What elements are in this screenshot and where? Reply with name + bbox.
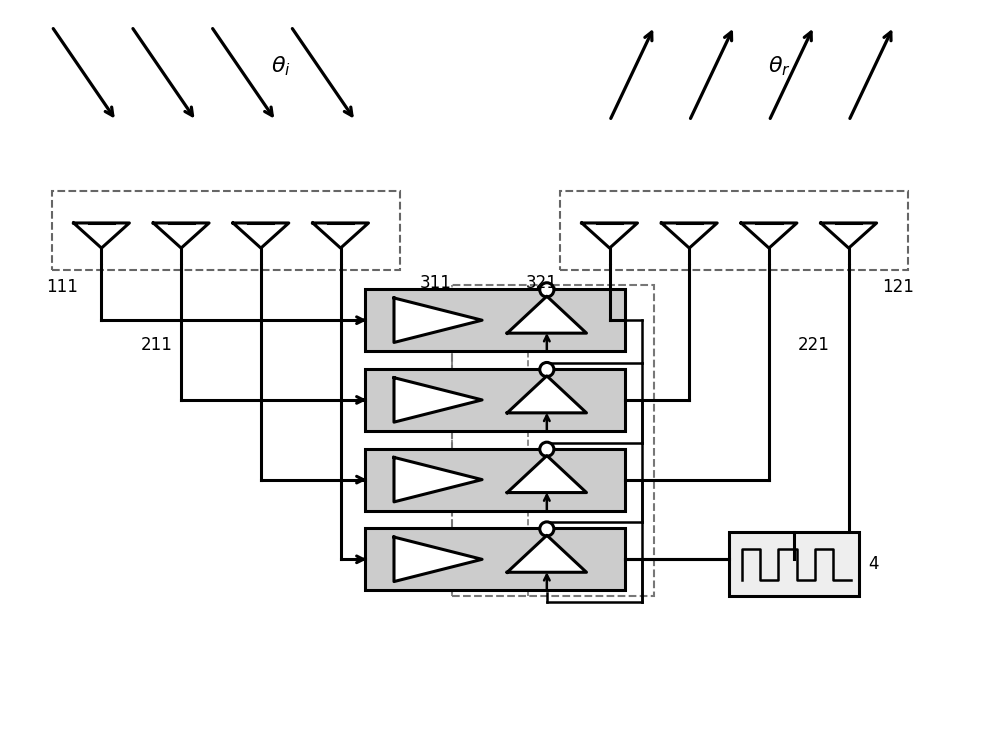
Circle shape xyxy=(540,362,554,377)
Polygon shape xyxy=(394,378,482,422)
Text: 321: 321 xyxy=(526,274,558,292)
FancyBboxPatch shape xyxy=(365,448,625,510)
Polygon shape xyxy=(394,458,482,502)
Text: 4: 4 xyxy=(868,556,879,573)
Polygon shape xyxy=(507,296,586,333)
Circle shape xyxy=(540,442,554,456)
Text: 221: 221 xyxy=(798,336,830,354)
FancyBboxPatch shape xyxy=(729,532,859,596)
Polygon shape xyxy=(507,376,586,413)
Polygon shape xyxy=(507,535,586,572)
Polygon shape xyxy=(394,537,482,581)
Circle shape xyxy=(540,522,554,536)
FancyBboxPatch shape xyxy=(365,289,625,351)
Text: $\theta_i$: $\theta_i$ xyxy=(271,54,291,78)
Text: $\theta_r$: $\theta_r$ xyxy=(768,54,790,78)
Circle shape xyxy=(540,283,554,297)
FancyBboxPatch shape xyxy=(365,528,625,590)
Text: 311: 311 xyxy=(419,274,451,292)
Text: 111: 111 xyxy=(46,279,78,296)
Polygon shape xyxy=(394,298,482,343)
FancyBboxPatch shape xyxy=(365,369,625,431)
Text: 211: 211 xyxy=(140,336,172,354)
Text: 121: 121 xyxy=(883,279,914,296)
Polygon shape xyxy=(507,455,586,492)
